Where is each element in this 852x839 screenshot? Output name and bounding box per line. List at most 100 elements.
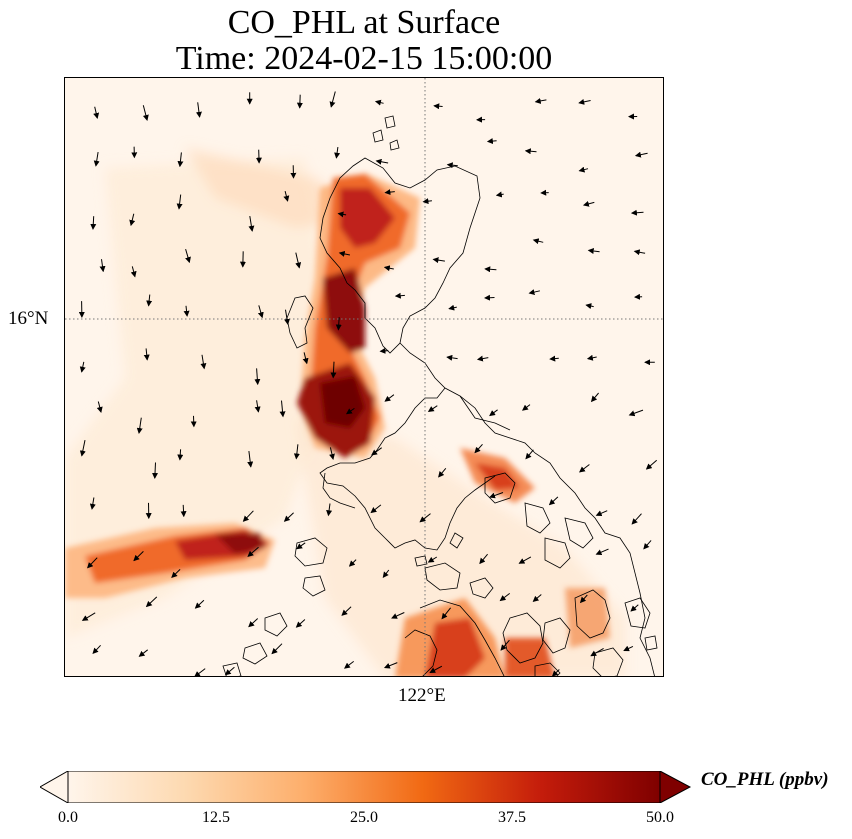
wind-arrow xyxy=(623,645,634,652)
colorbar-tick: 37.5 xyxy=(498,809,526,826)
wind-arrow xyxy=(438,467,447,478)
wind-arrow xyxy=(590,647,604,657)
wind-arrow xyxy=(383,265,394,272)
wind-arrow xyxy=(296,542,306,550)
wind-arrow xyxy=(171,569,181,578)
wind-arrow xyxy=(183,305,190,317)
wind-arrow xyxy=(370,504,382,514)
wind-arrow xyxy=(595,510,608,517)
longitude-tick-label: 122°E xyxy=(398,685,446,706)
wind-arrow xyxy=(254,368,261,386)
wind-arrow xyxy=(295,619,306,628)
wind-arrow xyxy=(643,540,652,550)
colorbar-gradient xyxy=(67,771,661,803)
wind-arrow xyxy=(634,151,648,158)
wind-arrow xyxy=(138,649,149,657)
wind-arrow xyxy=(548,496,559,506)
wind-arrow xyxy=(254,400,261,413)
wind-arrow xyxy=(446,354,458,361)
wind-arrow xyxy=(528,289,541,295)
wind-arrow xyxy=(92,644,101,655)
colorbar-max-extend xyxy=(659,771,692,803)
wind-arrow xyxy=(96,401,103,413)
wind-vectors xyxy=(78,91,658,676)
wind-arrow xyxy=(176,194,183,210)
wind-arrow xyxy=(379,347,389,354)
wind-arrow xyxy=(484,266,497,273)
colorbar-min-extend xyxy=(40,771,69,803)
wind-arrow xyxy=(129,213,136,227)
wind-arrow xyxy=(248,216,255,232)
wind-arrow xyxy=(90,216,97,230)
wind-arrow xyxy=(633,249,646,256)
wind-arrow xyxy=(579,464,590,473)
wind-arrow xyxy=(326,503,333,517)
wind-arrow xyxy=(130,266,137,278)
wind-arrow xyxy=(194,668,206,676)
wind-arrow xyxy=(578,98,591,105)
wind-arrow xyxy=(532,238,544,245)
map-panel xyxy=(64,77,664,677)
wind-arrow xyxy=(384,394,395,402)
wind-arrow xyxy=(586,354,597,361)
wind-arrow xyxy=(375,158,389,165)
wind-arrow xyxy=(247,451,254,468)
wind-arrow xyxy=(145,596,158,608)
wind-arrow xyxy=(427,556,438,563)
wind-arrow xyxy=(99,259,106,273)
wind-arrow xyxy=(427,405,438,412)
wind-arrow xyxy=(194,599,205,609)
wind-arrow xyxy=(302,352,309,365)
wind-arrow xyxy=(334,147,341,159)
wind-arrow xyxy=(532,594,542,602)
wind-arrow xyxy=(630,604,639,612)
wind-arrow xyxy=(177,449,184,461)
wind-arrow xyxy=(374,99,384,106)
coastlines xyxy=(222,115,658,676)
wind-arrow xyxy=(432,257,445,264)
wind-arrow xyxy=(522,404,531,411)
wind-arrow xyxy=(524,148,537,155)
wind-arrow xyxy=(348,559,357,567)
wind-arrow xyxy=(89,497,96,510)
wind-arrow xyxy=(422,198,432,205)
wind-arrow xyxy=(549,355,559,362)
wind-arrow xyxy=(224,666,235,676)
colorbar-tick: 50.0 xyxy=(646,809,674,826)
wind-arrow xyxy=(484,294,495,301)
latitude-tick-label: 16°N xyxy=(8,308,49,329)
wind-arrow xyxy=(474,443,483,454)
wind-arrow xyxy=(93,106,100,119)
wind-arrow xyxy=(337,211,347,218)
wind-arrow xyxy=(479,553,488,565)
wind-arrow xyxy=(81,612,96,621)
wind-arrow xyxy=(248,618,259,628)
wind-arrow xyxy=(500,639,510,651)
wind-arrow xyxy=(329,91,336,108)
wind-arrow xyxy=(441,607,451,620)
wind-arrow xyxy=(383,662,398,669)
wind-arrow xyxy=(382,569,390,578)
wind-arrow xyxy=(518,556,532,564)
wind-arrow xyxy=(394,292,405,299)
wind-arrow xyxy=(338,250,351,257)
wind-arrow xyxy=(446,162,458,169)
wind-arrow xyxy=(495,191,504,198)
wind-arrow xyxy=(242,510,254,522)
wind-arrow xyxy=(534,97,547,104)
wind-arrow xyxy=(295,252,302,269)
wind-arrow xyxy=(448,304,457,311)
wind-arrow xyxy=(284,309,290,325)
wind-arrow xyxy=(257,305,264,319)
wind-arrow xyxy=(645,459,658,470)
wind-arrow xyxy=(587,248,600,254)
wind-arrow xyxy=(476,355,489,362)
wind-arrow xyxy=(582,200,595,207)
wind-arrow xyxy=(152,462,159,479)
wind-arrow xyxy=(628,409,644,417)
map-title: CO_PHL at Surface xyxy=(227,4,501,41)
wind-arrow xyxy=(433,103,443,110)
wind-arrow xyxy=(200,354,207,370)
wind-arrow xyxy=(590,392,599,403)
concentration-map xyxy=(65,78,663,676)
